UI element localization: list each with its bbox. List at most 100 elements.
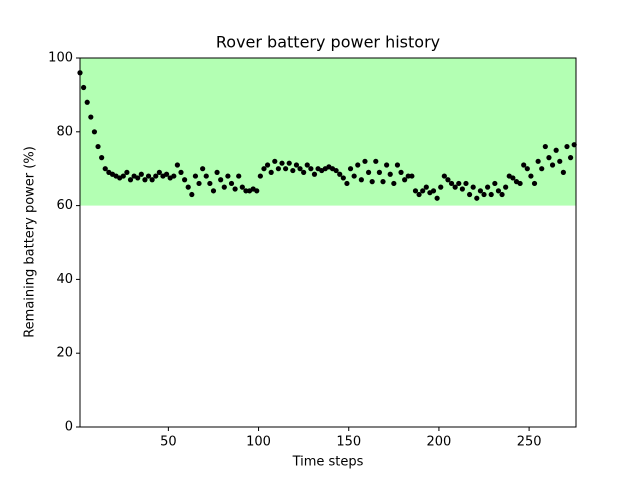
data-point	[268, 169, 274, 175]
data-point	[283, 166, 289, 172]
data-point	[203, 173, 209, 179]
data-point	[333, 167, 339, 174]
data-point	[311, 171, 318, 177]
data-point	[402, 177, 408, 183]
data-point	[474, 195, 480, 201]
data-point	[420, 188, 426, 194]
data-point	[412, 188, 419, 194]
data-point	[521, 162, 527, 168]
data-point	[542, 143, 548, 150]
y-tick-label: 80	[56, 124, 73, 139]
data-point	[549, 162, 556, 168]
data-point	[553, 147, 559, 153]
y-axis-label: Remaining battery power (%)	[23, 146, 38, 338]
data-point	[142, 177, 148, 183]
data-point	[127, 177, 134, 183]
x-axis-label: Time steps	[292, 455, 364, 470]
threshold-band	[80, 58, 576, 206]
data-point	[207, 180, 213, 187]
data-point	[567, 155, 574, 161]
data-point	[189, 191, 195, 198]
data-point	[243, 188, 249, 194]
data-point	[376, 169, 383, 175]
data-point	[434, 195, 440, 201]
data-point	[214, 169, 220, 175]
data-point	[275, 166, 281, 172]
data-point	[88, 114, 94, 120]
data-point	[362, 158, 368, 164]
data-point	[387, 171, 393, 177]
data-point	[344, 180, 350, 187]
data-point	[564, 143, 570, 150]
data-point	[95, 143, 101, 150]
data-point	[149, 177, 155, 183]
data-point	[182, 177, 188, 183]
data-point	[218, 177, 224, 183]
data-point	[499, 191, 505, 198]
data-point	[510, 175, 516, 181]
data-point	[156, 169, 162, 175]
data-point	[448, 180, 455, 187]
data-point	[430, 188, 437, 194]
y-tick-label: 100	[48, 51, 73, 66]
data-point	[351, 173, 357, 179]
data-point	[488, 191, 494, 198]
data-point	[445, 177, 451, 183]
data-point	[394, 162, 401, 168]
data-point	[225, 173, 231, 179]
data-point	[120, 173, 126, 179]
data-point	[192, 173, 199, 179]
data-point	[546, 155, 552, 161]
data-point	[279, 160, 285, 166]
data-point	[524, 166, 530, 172]
data-point	[102, 166, 108, 172]
data-point	[365, 169, 372, 175]
data-point	[503, 184, 509, 190]
data-point	[264, 162, 271, 168]
data-point	[416, 191, 422, 198]
data-point	[153, 173, 159, 179]
plot-frame	[79, 57, 577, 428]
data-point	[452, 184, 458, 190]
data-point	[239, 184, 245, 190]
data-point	[81, 84, 87, 91]
data-point	[308, 166, 314, 172]
data-point	[301, 169, 307, 175]
data-point	[228, 180, 235, 187]
data-point	[391, 180, 397, 187]
data-point	[384, 162, 390, 168]
data-point	[210, 188, 217, 194]
data-point	[254, 188, 260, 194]
data-point	[174, 162, 180, 168]
data-point	[91, 129, 98, 135]
data-point	[163, 171, 170, 177]
data-point	[539, 166, 545, 172]
data-point	[200, 166, 206, 172]
data-point	[185, 184, 191, 190]
data-point	[517, 180, 523, 187]
data-point	[485, 184, 491, 190]
data-point	[272, 158, 278, 164]
data-point	[492, 180, 498, 187]
data-point	[178, 169, 184, 175]
data-point	[557, 158, 563, 164]
data-point	[495, 188, 502, 194]
data-point	[463, 180, 469, 187]
data-point	[528, 173, 534, 179]
data-point	[297, 166, 303, 172]
data-point	[477, 188, 484, 194]
data-point	[398, 169, 404, 175]
data-point	[196, 180, 202, 187]
data-point	[340, 175, 346, 181]
data-point	[236, 173, 242, 179]
data-point	[535, 158, 541, 164]
data-point	[531, 180, 538, 187]
x-tick-label: 100	[246, 435, 271, 450]
data-point	[560, 169, 566, 175]
data-point	[369, 179, 375, 185]
data-point	[438, 184, 444, 190]
data-point	[145, 173, 152, 179]
data-point	[355, 162, 361, 168]
y-tick-label: 40	[56, 272, 73, 287]
